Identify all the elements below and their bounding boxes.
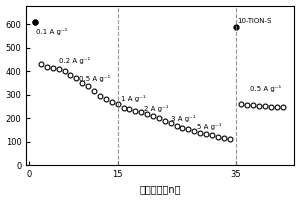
Text: 0.5 A g⁻¹: 0.5 A g⁻¹: [79, 75, 111, 82]
Text: 10-TiON-S: 10-TiON-S: [237, 18, 272, 24]
Text: 2 A g⁻¹: 2 A g⁻¹: [144, 105, 169, 112]
Text: 1 A g⁻¹: 1 A g⁻¹: [121, 95, 145, 102]
Text: 5 A g⁻¹: 5 A g⁻¹: [197, 123, 222, 130]
X-axis label: 循环圈数（n）: 循环圈数（n）: [140, 184, 181, 194]
Text: 0.5 A g⁻¹: 0.5 A g⁻¹: [250, 85, 281, 92]
Text: 3 A g⁻¹: 3 A g⁻¹: [171, 115, 195, 122]
Text: 0.2 A g⁻¹: 0.2 A g⁻¹: [59, 57, 90, 64]
Text: 0.1 A g⁻¹: 0.1 A g⁻¹: [36, 28, 68, 35]
